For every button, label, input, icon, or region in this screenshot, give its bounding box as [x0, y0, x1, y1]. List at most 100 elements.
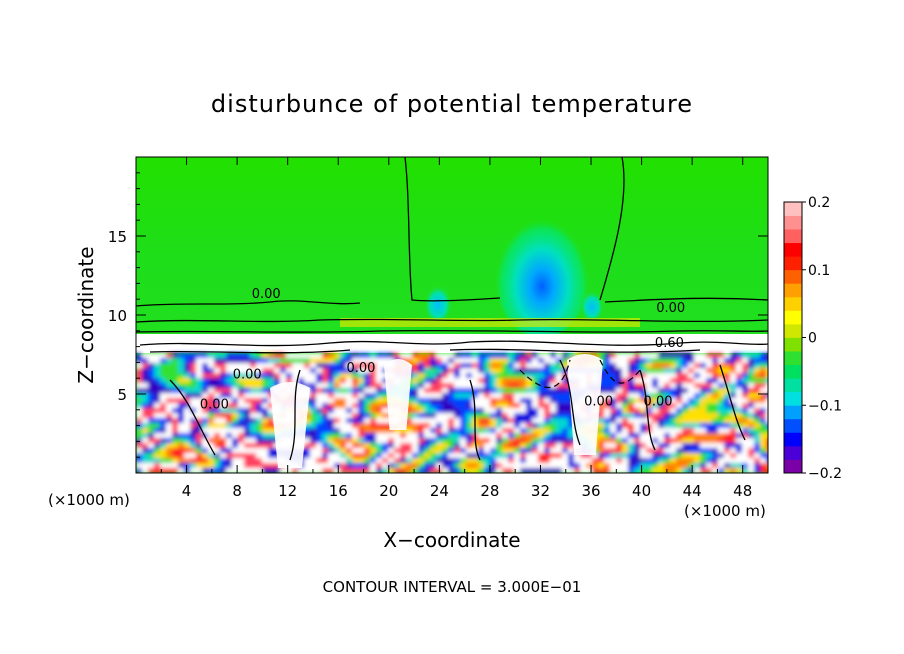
field-cell — [460, 353, 467, 359]
field-cell — [658, 363, 665, 369]
field-cell — [652, 383, 659, 389]
field-cell — [544, 438, 551, 444]
field-cell — [568, 458, 575, 464]
field-cell — [742, 373, 749, 379]
colorbar-segment — [784, 215, 802, 230]
field-cell — [640, 463, 647, 469]
field-cell — [718, 463, 725, 469]
field-cell — [442, 403, 449, 409]
field-cell — [490, 398, 497, 404]
x-tick-label: 4 — [182, 482, 192, 500]
field-cell — [592, 468, 599, 473]
field-cell — [322, 433, 329, 439]
field-cell — [250, 463, 257, 469]
field-cell — [604, 458, 611, 464]
field-cell — [160, 458, 167, 464]
field-cell — [670, 458, 677, 464]
field-cell — [622, 393, 629, 399]
field-cell — [136, 438, 143, 444]
field-cell — [490, 353, 497, 359]
field-cell — [670, 353, 677, 359]
field-cell — [196, 428, 203, 434]
field-cell — [448, 443, 455, 449]
field-cell — [202, 418, 209, 424]
field-cell — [478, 393, 485, 399]
field-cell — [652, 378, 659, 384]
field-cell — [190, 433, 197, 439]
field-cell — [238, 438, 245, 444]
field-cell — [244, 393, 251, 399]
field-cell — [694, 408, 701, 414]
field-cell — [154, 398, 161, 404]
field-cell — [448, 433, 455, 439]
colorbar-segment — [784, 418, 802, 433]
field-cell — [646, 443, 653, 449]
field-cell — [250, 383, 257, 389]
field-cell — [682, 408, 689, 414]
field-cell — [568, 448, 575, 454]
field-cell — [718, 458, 725, 464]
field-cell — [718, 468, 725, 473]
field-cell — [304, 448, 311, 454]
field-cell — [610, 393, 617, 399]
field-cell — [544, 453, 551, 459]
field-cell — [484, 383, 491, 389]
field-cell — [250, 373, 257, 379]
field-cell — [142, 378, 149, 384]
field-cell — [652, 453, 659, 459]
field-cell — [376, 393, 383, 399]
field-cell — [370, 403, 377, 409]
field-cell — [382, 408, 389, 414]
field-cell — [334, 443, 341, 449]
field-cell — [352, 393, 359, 399]
field-cell — [652, 373, 659, 379]
field-cell — [346, 418, 353, 424]
field-cell — [370, 433, 377, 439]
contour-line — [559, 359, 746, 451]
field-cell — [718, 413, 725, 419]
field-cell — [736, 468, 743, 473]
upper-layer-field — [136, 157, 768, 342]
field-cell — [526, 468, 533, 473]
field-cell — [508, 388, 515, 394]
field-cell — [526, 393, 533, 399]
field-cell — [682, 458, 689, 464]
field-cell — [766, 373, 768, 379]
field-cell — [274, 368, 281, 374]
field-cell — [682, 448, 689, 454]
field-cell — [628, 463, 635, 469]
field-cell — [598, 423, 605, 429]
field-cell — [646, 373, 653, 379]
field-cell — [154, 368, 161, 374]
field-cell — [532, 403, 539, 409]
field-cell — [196, 373, 203, 379]
field-cell — [610, 438, 617, 444]
field-cell — [220, 468, 227, 473]
field-cell — [604, 468, 611, 473]
field-cell — [358, 378, 365, 384]
field-cell — [244, 423, 251, 429]
field-cell — [418, 448, 425, 454]
field-cell — [424, 373, 431, 379]
field-cell — [664, 423, 671, 429]
field-cell — [724, 408, 731, 414]
field-cell — [256, 383, 263, 389]
field-cell — [484, 443, 491, 449]
field-cell — [172, 418, 179, 424]
field-cell — [520, 433, 527, 439]
field-cell — [454, 443, 461, 449]
field-cell — [466, 468, 473, 473]
field-cell — [364, 388, 371, 394]
field-cell — [700, 388, 707, 394]
field-cell — [694, 398, 701, 404]
field-cell — [748, 458, 755, 464]
field-cell — [340, 433, 347, 439]
field-cell — [520, 398, 527, 404]
field-cell — [508, 448, 515, 454]
field-cell — [226, 408, 233, 414]
field-cell — [430, 428, 437, 434]
field-cell — [424, 398, 431, 404]
field-cell — [220, 418, 227, 424]
field-cell — [250, 353, 257, 359]
